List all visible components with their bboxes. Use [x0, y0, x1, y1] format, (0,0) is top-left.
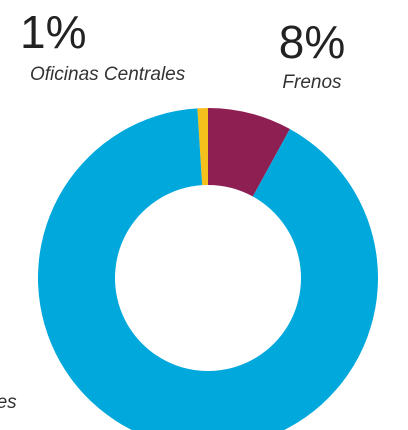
value-label: 1% — [20, 6, 86, 58]
donut-slice — [197, 108, 208, 186]
donut-slice — [38, 108, 378, 430]
category-label: Oficinas Centrales — [30, 64, 186, 85]
category-label: nes — [0, 392, 17, 413]
category-label: Frenos — [282, 72, 342, 93]
donut-slice — [208, 108, 290, 197]
value-label: 8% — [279, 16, 345, 68]
